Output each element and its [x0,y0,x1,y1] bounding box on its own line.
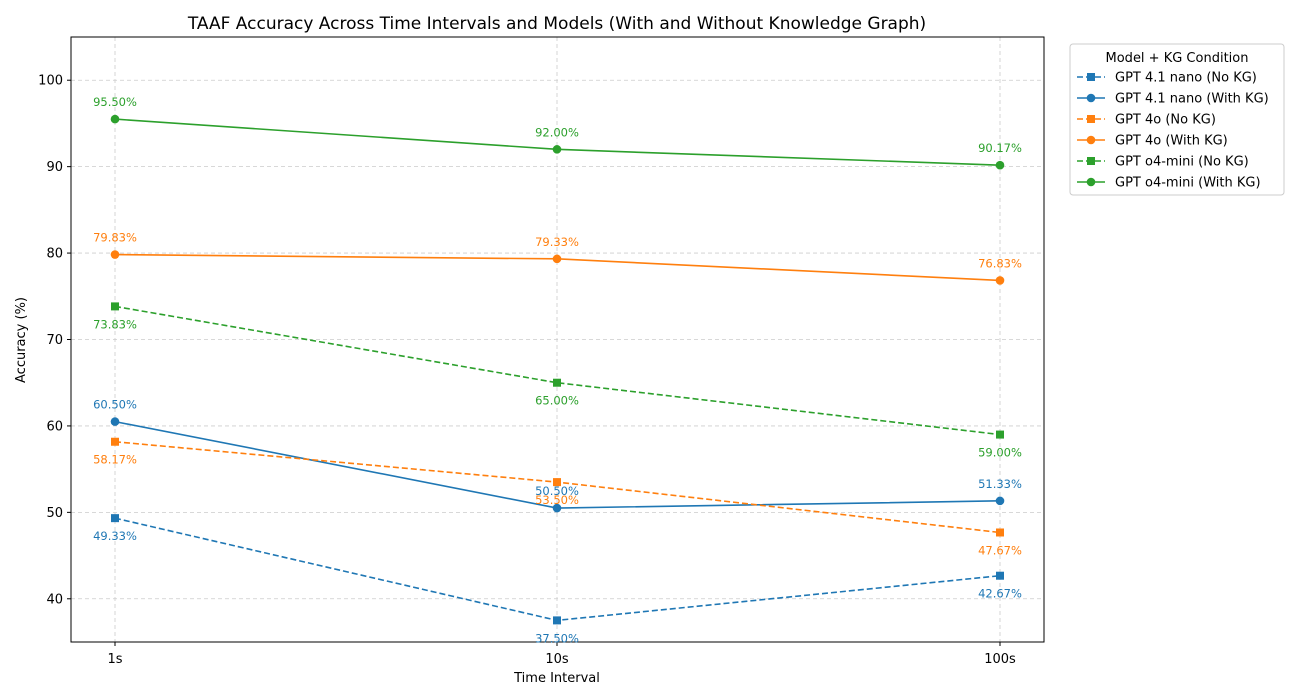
data-point-circle [552,254,562,264]
data-label: 37.50% [535,631,579,645]
data-label: 47.67% [978,543,1022,557]
data-point-square [111,302,119,311]
series-group [110,114,1005,625]
legend-entry-label: GPT 4o (No KG) [1115,113,1216,128]
legend-title: Model + KG Condition [1106,51,1249,66]
data-label: 79.83% [93,231,137,245]
data-point-circle [552,145,562,154]
series-line [114,305,1001,436]
data-point-circle [110,417,120,426]
data-point-square [553,616,561,625]
y-tick-label: 60 [46,419,63,434]
legend-marker-square [1087,73,1095,81]
chart-title: TAAF Accuracy Across Time Intervals and … [187,14,926,34]
data-label: 76.83% [978,256,1022,270]
x-tick-label: 10s [545,652,569,667]
y-tick-label: 50 [46,506,63,521]
data-label: 60.50% [93,398,137,412]
data-label: 90.17% [978,141,1022,155]
data-label: 42.67% [978,587,1022,601]
data-label: 53.50% [535,493,579,507]
data-label: 49.33% [93,529,137,543]
data-point-circle [552,503,562,513]
data-label: 79.33% [535,235,579,249]
data-label: 95.50% [93,95,137,109]
legend-frame [1069,43,1285,196]
data-labels: 49.33% 37.50% 42.67% 60.50% 50.50% 51.33% 58.1… [93,95,1022,645]
data-point-square [996,430,1004,439]
data-label: 51.33% [978,477,1022,491]
data-point-circle [995,496,1005,506]
legend-entry-label: GPT o4-mini (With KG) [1115,176,1261,191]
legend-entry-label: GPT 4.1 nano (No KG) [1115,71,1257,86]
legend-entry-label: GPT o4-mini (No KG) [1115,155,1249,170]
legend-marker-square [1087,157,1095,165]
data-point-square [553,478,561,487]
axis-ticks: 40 50 60 70 80 90 100 1s 10s 100s [38,74,1016,667]
legend-marker-circle [1086,93,1096,103]
data-point-square [996,571,1004,580]
data-label: 92.00% [535,125,579,139]
x-tick-label: 1s [107,652,122,667]
legend-entry-label: GPT 4.1 nano (With KG) [1115,92,1269,107]
data-label: 50.50% [535,484,579,498]
data-point-circle [995,276,1005,285]
legend: Model + KG Condition GPT 4.1 nano (No KG… [1069,43,1285,196]
y-tick-label: 80 [46,247,63,262]
data-point-square [111,514,119,523]
y-tick-label: 100 [38,74,63,89]
y-tick-label: 40 [46,592,63,607]
y-tick-label: 70 [46,333,63,348]
data-label: 65.00% [535,394,579,408]
data-label: 73.83% [93,317,137,331]
data-point-circle [110,250,120,259]
legend-marker-circle [1086,135,1096,145]
legend-marker-square [1087,115,1095,123]
data-point-square [111,437,119,446]
data-point-circle [110,114,120,124]
data-label: 59.00% [978,446,1022,460]
x-axis-label: Time Interval [513,671,600,686]
y-axis-label: Accuracy (%) [14,297,29,383]
data-point-square [996,528,1004,537]
x-tick-label: 100s [984,652,1016,667]
data-point-square [553,378,561,387]
y-tick-label: 90 [46,160,63,175]
series-line [114,517,1001,622]
data-label: 58.17% [93,453,137,467]
legend-entry-label: GPT 4o (With KG) [1115,134,1228,149]
legend-marker-circle [1086,177,1096,187]
grid [71,37,1044,642]
data-point-circle [995,160,1005,170]
